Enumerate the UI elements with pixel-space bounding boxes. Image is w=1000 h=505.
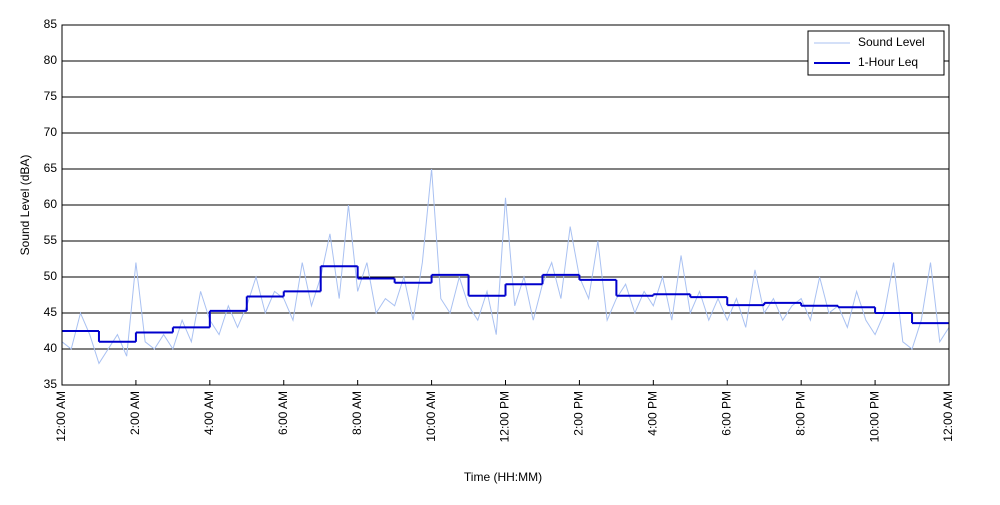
x-tick-label: 2:00 PM	[572, 391, 586, 436]
x-tick-label: 8:00 PM	[793, 391, 807, 436]
legend-label: 1-Hour Leq	[858, 55, 918, 69]
x-tick-label: 10:00 PM	[867, 391, 881, 442]
y-tick-label: 65	[44, 161, 58, 175]
y-tick-label: 85	[44, 17, 58, 31]
x-tick-label: 12:00 AM	[54, 391, 68, 442]
y-axis-title: Sound Level (dBA)	[18, 155, 32, 256]
x-tick-label: 6:00 PM	[719, 391, 733, 436]
x-axis-title: Time (HH:MM)	[464, 470, 542, 484]
x-tick-label: 6:00 AM	[276, 391, 290, 435]
y-tick-label: 35	[44, 377, 58, 391]
x-tick-label: 4:00 AM	[202, 391, 216, 435]
legend-label: Sound Level	[858, 35, 925, 49]
y-tick-label: 40	[44, 341, 58, 355]
x-tick-label: 8:00 AM	[350, 391, 364, 435]
legend-box	[807, 30, 945, 76]
y-tick-label: 80	[44, 53, 58, 67]
y-tick-label: 45	[44, 305, 58, 319]
y-tick-label: 60	[44, 197, 58, 211]
x-tick-label: 12:00 PM	[498, 391, 512, 442]
plot-frame	[61, 24, 950, 386]
x-tick-label: 10:00 AM	[424, 391, 438, 442]
y-tick-label: 50	[44, 269, 58, 283]
x-tick-label: 12:00 AM	[941, 391, 955, 442]
y-tick-label: 75	[44, 89, 58, 103]
y-tick-label: 70	[44, 125, 58, 139]
y-tick-label: 55	[44, 233, 58, 247]
x-tick-label: 4:00 PM	[646, 391, 660, 436]
x-tick-label: 2:00 AM	[128, 391, 142, 435]
